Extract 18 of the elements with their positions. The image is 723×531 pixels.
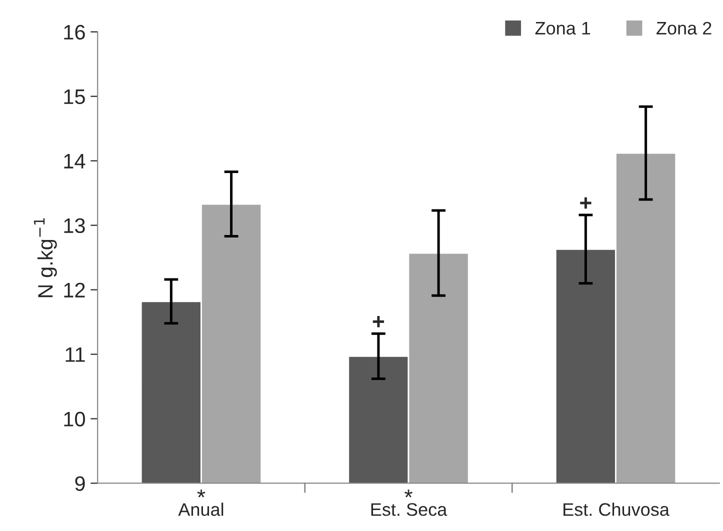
y-tick-label: 12 [64,282,85,298]
y-tick-label: 13 [64,218,85,234]
x-tick-label: Est. Seca [371,503,448,516]
annotation: + [372,316,384,328]
y-tick-label: 9 [75,476,85,491]
x-tick-label: Anual [178,502,224,516]
y-tick-label: 14 [64,154,86,168]
annotation: + [580,197,592,209]
x-tick-label: Est. Chuvosa [564,502,670,516]
legend-label: Zona 1 [535,22,590,35]
annotation: * [197,490,206,498]
y-tick-label: 10 [64,412,85,426]
y-tick-label: 15 [64,90,85,104]
y-tick-label: 11 [66,347,85,362]
y-tick-label: 16 [64,24,85,40]
annotation: * [404,490,412,498]
y-axis-title: N g.kg$^{−1}$ [34,218,57,298]
legend-label: Zona 2 [656,22,712,35]
